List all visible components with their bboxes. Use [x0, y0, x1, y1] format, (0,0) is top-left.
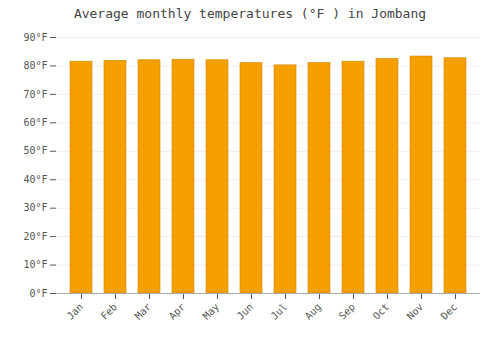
- svg-text:10°F: 10°F: [23, 259, 47, 270]
- svg-text:May: May: [201, 301, 222, 322]
- svg-text:Jul: Jul: [269, 301, 290, 322]
- svg-text:0°F: 0°F: [29, 288, 47, 299]
- svg-text:30°F: 30°F: [23, 202, 47, 213]
- svg-text:Nov: Nov: [405, 301, 426, 322]
- svg-text:20°F: 20°F: [23, 231, 47, 242]
- svg-text:Oct: Oct: [371, 301, 392, 322]
- svg-text:Feb: Feb: [99, 301, 120, 322]
- svg-text:70°F: 70°F: [23, 89, 47, 100]
- svg-text:Jun: Jun: [235, 301, 256, 322]
- svg-text:80°F: 80°F: [23, 60, 47, 71]
- svg-text:50°F: 50°F: [23, 145, 47, 156]
- svg-text:Jan: Jan: [65, 301, 86, 322]
- svg-text:90°F: 90°F: [23, 32, 47, 43]
- svg-text:40°F: 40°F: [23, 174, 47, 185]
- svg-text:Mar: Mar: [133, 301, 154, 322]
- svg-text:Dec: Dec: [439, 301, 460, 322]
- svg-text:Apr: Apr: [167, 301, 188, 322]
- svg-text:Sep: Sep: [337, 301, 358, 322]
- svg-text:60°F: 60°F: [23, 117, 47, 128]
- svg-text:Aug: Aug: [303, 301, 324, 322]
- html-text:Average monthly temperatures (: Average monthly temperatures (°F ) in Jo…: [73, 6, 427, 21]
